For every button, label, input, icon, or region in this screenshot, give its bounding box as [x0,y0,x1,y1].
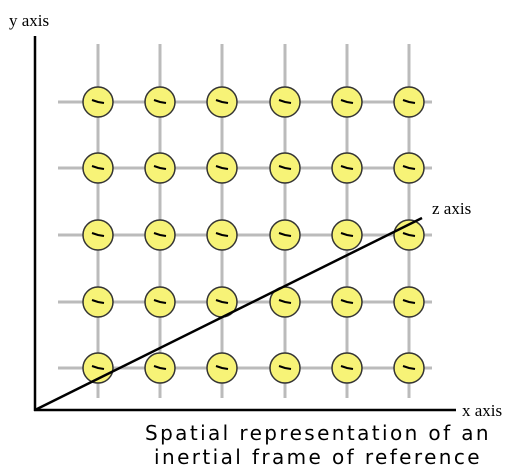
clock [145,87,175,117]
clock [83,87,113,117]
clock [207,153,237,183]
caption-line: Spatial representation of an [145,421,491,445]
clock [332,353,362,383]
clock [145,153,175,183]
clock [207,87,237,117]
clock [207,353,237,383]
x-axis-label: x axis [462,401,502,420]
clock [332,287,362,317]
z-axis-label: z axis [432,199,471,218]
diagram: y axis z axis x axis Spatial representat… [0,0,520,470]
caption-line: inertial frame of reference [154,445,482,469]
y-axis-label: y axis [9,11,49,30]
clock [145,287,175,317]
clock [394,353,424,383]
clock [332,153,362,183]
clock [270,87,300,117]
clock [145,353,175,383]
clock [270,153,300,183]
clock [83,153,113,183]
clock [83,287,113,317]
clock [145,220,175,250]
clock [207,220,237,250]
clock [270,220,300,250]
clock [83,220,113,250]
clock [394,87,424,117]
clock [394,287,424,317]
clock [394,153,424,183]
clock [332,87,362,117]
grid [58,44,432,398]
clock [332,220,362,250]
clock [270,353,300,383]
